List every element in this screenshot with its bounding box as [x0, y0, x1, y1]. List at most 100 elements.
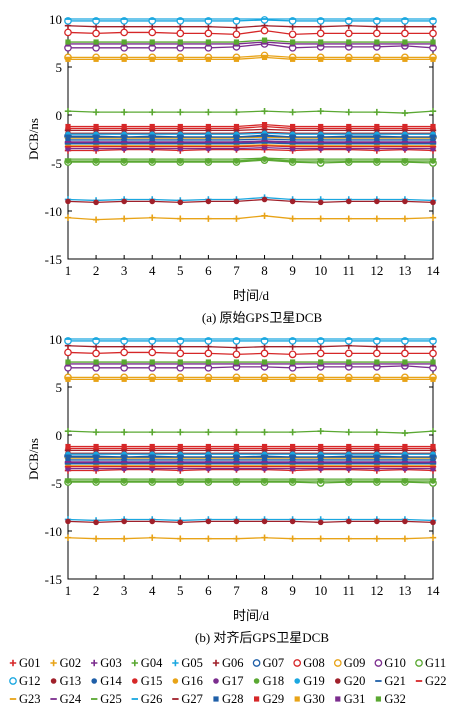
panel-b-point-g02: [92, 535, 100, 542]
panel-a-series-g20: [65, 196, 436, 206]
panel-b-series-g02: [64, 534, 437, 542]
panel-a-point-g20: [430, 199, 436, 206]
panel-a-point-g08: [401, 29, 409, 38]
panel-b-point-g29: [149, 443, 155, 450]
legend-label-g16: G16: [181, 674, 203, 688]
panel-a-point-g29: [374, 123, 380, 130]
panel-a-point-g32: [346, 39, 352, 45]
panel-b-point-g30: [121, 376, 127, 382]
panel-a-point-g02: [317, 215, 324, 222]
panel-b-caption: (b) 对齐后GPS卫星DCB: [195, 630, 329, 645]
panel-b-ytick-label: -5: [51, 476, 62, 491]
panel-a-point-g20: [261, 196, 268, 203]
panel-b-point-g20: [121, 518, 127, 525]
legend-marker-g14: [91, 678, 97, 684]
panel-a-point-g04: [317, 107, 324, 115]
panel-a-ytick-label: -10: [45, 204, 62, 219]
panel-a-xtick-label: 8: [261, 263, 268, 278]
panel-a-point-g29: [290, 123, 296, 130]
panel-b-point-g08: [92, 349, 100, 358]
panel-a-series-line-g06: [67, 25, 433, 29]
panel-b-point-g28: [290, 454, 296, 460]
legend-label-g14: G14: [100, 674, 122, 688]
panel-a-series-line-g13: [68, 131, 433, 134]
panel-a-series-g12: [64, 16, 437, 25]
panel-b-point-g29: [177, 443, 183, 450]
panel-a-point-g20: [402, 198, 408, 205]
panel-a-xtick-label: 14: [427, 263, 441, 278]
panel-a-point-g28: [261, 133, 268, 139]
panel-a-xtick-label: 11: [343, 263, 356, 278]
panel-b-point-g20: [345, 518, 352, 525]
panel-b-point-g30: [149, 376, 155, 382]
panel-b-point-g08: [401, 349, 409, 358]
panel-a-point-g32: [149, 39, 155, 45]
panel-a-series-g08: [64, 26, 437, 39]
panel-b-point-g30: [318, 376, 324, 382]
panel-b-point-g28: [233, 454, 240, 460]
panel-b-xtick-label: 13: [398, 583, 411, 598]
panel-a-series-line-g24: [68, 140, 433, 143]
panel-a-point-g28: [402, 134, 408, 140]
panel-b-series-g04: [64, 427, 437, 437]
panel-b-xtick-label: 8: [261, 583, 268, 598]
panel-b-series-g20: [65, 518, 436, 526]
panel-b-point-g02: [289, 535, 296, 542]
panel-b-point-g08: [176, 349, 185, 358]
panel-a-point-g02: [177, 215, 184, 222]
panel-a-point-g32: [233, 39, 240, 45]
legend-label-g23: G23: [19, 692, 41, 706]
panel-b-point-g28: [430, 454, 436, 460]
panel-a-point-g04: [64, 107, 72, 115]
panel-a-point-g30: [205, 56, 211, 62]
legend-label-g19: G19: [303, 674, 325, 688]
legend: G01 G02 G03 G04 G05 G06 G07 G08 G09 G10 G11 G12 G13 G…: [9, 656, 447, 706]
panel-b-series-g05: [64, 516, 437, 524]
panel-a-point-g08: [372, 29, 381, 38]
legend-marker-g11: [415, 659, 423, 667]
panel-a-point-g30: [65, 56, 71, 62]
panel-a-point-g30: [290, 56, 296, 62]
panel-a-point-g08: [176, 29, 185, 38]
panel-b-point-g30: [402, 376, 408, 382]
legend-item-g32: G32: [375, 692, 406, 706]
legend-label-g12: G12: [19, 674, 41, 688]
legend-item-g26: G26: [131, 692, 162, 706]
panel-a-point-g02: [92, 216, 100, 223]
panel-b-point-g30: [233, 376, 240, 382]
panel-b-xlabel: 时间/d: [233, 608, 270, 623]
panel-a-point-g04: [373, 108, 381, 116]
panel-a-point-g20: [317, 199, 324, 206]
panel-a-point-g06: [233, 24, 240, 31]
panel-a-xtick-label: 13: [398, 263, 411, 278]
panel-a-series-line-g28: [68, 135, 433, 138]
panel-b-point-g30: [261, 376, 268, 382]
panel-b-point-g20: [317, 519, 324, 526]
panel-b-point-g29: [402, 443, 408, 450]
panel-b-series-g28: [65, 454, 436, 460]
panel-b-point-g04: [373, 428, 381, 436]
panel-b-point-g20: [177, 519, 184, 526]
legend-item-g14: G14: [91, 674, 122, 688]
panel-b-point-g08: [148, 348, 157, 357]
panel-b-point-g20: [65, 518, 71, 525]
panel-a-point-g20: [205, 198, 212, 205]
panel-b-point-g02: [317, 535, 324, 542]
panel-a-point-g28: [374, 134, 380, 140]
panel-b-point-g08: [232, 350, 241, 359]
panel-b-point-g02: [120, 535, 128, 542]
legend-marker-g05: [172, 659, 179, 667]
panel-b-xtick-label: 6: [205, 583, 212, 598]
panel-a-point-g29: [318, 123, 324, 130]
panel-a-caption: (a) 原始GPS卫星DCB: [202, 310, 323, 325]
panel-a-point-g29: [177, 123, 183, 130]
panel-a-ytick-label: 10: [49, 12, 62, 27]
panel-a-series-line-g21: [68, 142, 433, 145]
legend-item-g22: G22: [415, 674, 447, 688]
panel-a-series-line-g23: [68, 136, 433, 139]
panel-b-point-g02: [401, 535, 409, 542]
panel-a-xtick-label: 6: [205, 263, 212, 278]
panel-b-point-g29: [121, 443, 127, 450]
panel-a-series-g02: [64, 212, 437, 223]
panel-a-point-g20: [177, 199, 184, 206]
